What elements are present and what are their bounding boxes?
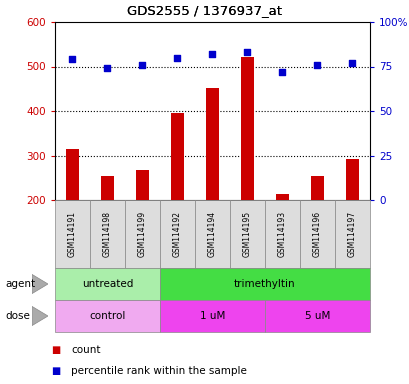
Point	[348, 60, 355, 66]
Point	[139, 62, 146, 68]
Polygon shape	[32, 306, 48, 326]
Text: ■: ■	[51, 366, 60, 376]
Bar	[310, 175, 323, 200]
Polygon shape	[32, 275, 48, 294]
Text: ■: ■	[51, 345, 60, 355]
Text: count: count	[71, 345, 101, 355]
Point	[209, 51, 215, 57]
Bar	[276, 194, 288, 200]
Text: control: control	[89, 311, 126, 321]
Text: trimethyltin: trimethyltin	[234, 279, 295, 289]
Text: GSM114197: GSM114197	[347, 211, 356, 257]
Point	[69, 56, 76, 63]
Text: GSM114198: GSM114198	[103, 211, 112, 257]
Bar	[206, 88, 218, 200]
Text: GSM114191: GSM114191	[68, 211, 77, 257]
Text: agent: agent	[5, 279, 35, 289]
Text: GSM114199: GSM114199	[138, 211, 147, 257]
Bar	[241, 57, 253, 200]
Text: GDS2555 / 1376937_at: GDS2555 / 1376937_at	[127, 5, 282, 18]
Point	[174, 55, 180, 61]
Bar	[101, 176, 113, 200]
Text: untreated: untreated	[82, 279, 133, 289]
Bar	[171, 113, 183, 200]
Bar	[346, 159, 358, 200]
Text: GSM114192: GSM114192	[173, 211, 182, 257]
Text: GSM114194: GSM114194	[207, 211, 216, 257]
Text: GSM114195: GSM114195	[243, 211, 252, 257]
Text: GSM114196: GSM114196	[312, 211, 321, 257]
Text: 1 uM: 1 uM	[199, 311, 225, 321]
Bar	[136, 170, 148, 200]
Point	[244, 49, 250, 55]
Text: 5 uM: 5 uM	[304, 311, 329, 321]
Point	[104, 65, 110, 71]
Text: dose: dose	[5, 311, 30, 321]
Bar	[66, 149, 79, 200]
Text: GSM114193: GSM114193	[277, 211, 286, 257]
Point	[313, 62, 320, 68]
Point	[279, 69, 285, 75]
Text: GDS2555 / 1376937_at: GDS2555 / 1376937_at	[127, 5, 282, 18]
Text: percentile rank within the sample: percentile rank within the sample	[71, 366, 247, 376]
